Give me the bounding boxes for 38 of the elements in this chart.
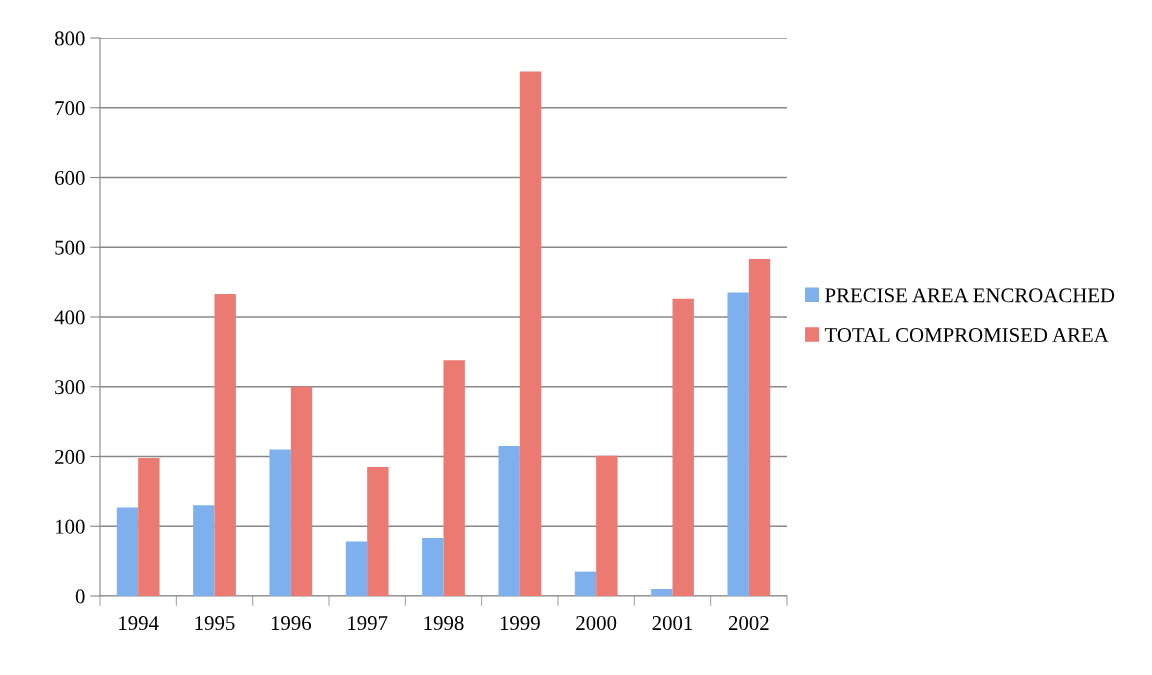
x-tick-label: 1995 — [195, 616, 235, 631]
bar — [596, 455, 618, 596]
bar — [367, 466, 389, 596]
y-tick-label: 800 — [54, 31, 85, 46]
bar — [116, 507, 139, 596]
bar — [574, 571, 597, 596]
bar — [727, 292, 749, 596]
y-tick-label: 300 — [55, 380, 85, 395]
y-tick-label: 700 — [55, 101, 85, 116]
y-tick-label: 200 — [55, 449, 85, 464]
y-tick-label: 500 — [55, 240, 85, 255]
bar — [672, 298, 694, 596]
bar — [269, 449, 291, 596]
bar — [519, 71, 542, 596]
x-tick-label: 1999 — [500, 616, 540, 631]
bar — [138, 457, 160, 596]
x-tick-label: 1994 — [119, 616, 159, 631]
x-tick-label: 2001 — [652, 616, 693, 631]
y-tick-label: 400 — [54, 310, 85, 325]
y-tick-label: 100 — [56, 519, 85, 534]
bar — [651, 589, 673, 596]
y-tick-label: 600 — [55, 170, 85, 185]
bar — [498, 446, 520, 596]
bar — [214, 293, 236, 596]
x-tick-label: 1996 — [271, 616, 312, 631]
bar — [345, 541, 368, 596]
x-tick-label: 2002 — [728, 616, 769, 631]
legend-label: PRECISE AREA ENCROACHED — [825, 288, 1115, 303]
bar — [193, 505, 215, 596]
x-tick-label: 2000 — [576, 616, 617, 631]
bar — [290, 386, 313, 596]
bar — [422, 538, 444, 596]
x-tick-label: 1997 — [348, 616, 388, 631]
bar — [443, 360, 465, 596]
bar — [748, 259, 771, 596]
y-tick-label: 0 — [75, 589, 85, 604]
x-tick-label: 1998 — [424, 616, 464, 631]
legend-label: TOTAL COMPROMISED AREA — [824, 328, 1109, 343]
